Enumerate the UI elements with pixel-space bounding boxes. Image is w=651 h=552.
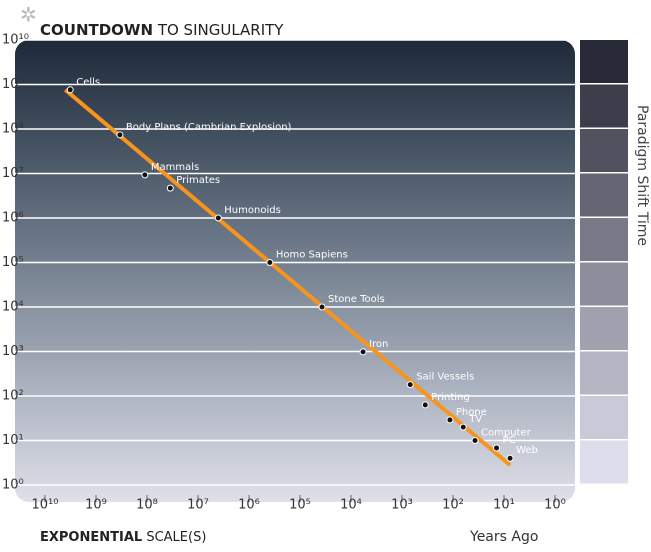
event-label: Humonoids xyxy=(224,205,281,216)
event-label: TV xyxy=(468,414,482,425)
side-block xyxy=(580,40,628,83)
event-point xyxy=(459,423,467,431)
side-block xyxy=(580,351,628,395)
event-point xyxy=(471,437,479,444)
title-rest: TO SINGULARITY xyxy=(157,21,284,39)
x-tick-label: 10² xyxy=(442,498,464,513)
event-label: Iron xyxy=(369,339,388,350)
side-block xyxy=(580,173,628,217)
event-label: Primates xyxy=(176,175,220,186)
event-label: Computer xyxy=(481,428,532,439)
event-point xyxy=(318,303,326,311)
x-axis-title: EXPONENTIAL SCALE(S) xyxy=(40,530,206,545)
trend-line xyxy=(64,88,512,467)
y-tick-label: 10⁶ xyxy=(2,211,24,226)
y-tick-label: 10¹⁰ xyxy=(2,33,29,48)
event-label: Body Plans (Cambrian Explosion) xyxy=(126,122,292,133)
event-point xyxy=(266,259,274,266)
side-block xyxy=(580,307,628,350)
y-tick-label: 10³ xyxy=(2,344,24,359)
x-tick-label: 10⁵ xyxy=(289,498,311,513)
event-point xyxy=(493,444,501,452)
chart-title: COUNTDOWN TO SINGULARITY xyxy=(40,21,284,39)
event-label: Stone Tools xyxy=(328,294,385,305)
y-tick-label: 10⁰ xyxy=(2,478,24,493)
x-tick-label: 10⁷ xyxy=(187,498,209,513)
event-point xyxy=(116,131,124,139)
event-label: Homo Sapiens xyxy=(276,250,348,261)
x-tick-label: 10¹ xyxy=(493,498,515,513)
y-tick-label: 10⁵ xyxy=(2,255,24,270)
side-block xyxy=(580,84,628,128)
x-tick-label: 10⁹ xyxy=(85,498,107,513)
side-block xyxy=(580,396,628,439)
y-tick-label: 10⁸ xyxy=(2,122,24,137)
xlabel-bold: EXPONENTIAL xyxy=(40,530,142,545)
event-point xyxy=(406,381,414,389)
x-tick-label: 10⁸ xyxy=(136,498,158,513)
event-point xyxy=(214,214,222,222)
logo: ✲ xyxy=(20,3,37,27)
event-point xyxy=(166,184,174,192)
event-label: Phone xyxy=(456,407,487,418)
x-tick-label: 10⁰ xyxy=(544,498,566,513)
event-label: PC xyxy=(503,435,516,446)
side-bar xyxy=(580,40,628,484)
event-label: Sail Vessels xyxy=(416,372,474,383)
event-point xyxy=(421,401,429,409)
x-tick-label: 10³ xyxy=(391,498,413,513)
event-label: Web xyxy=(516,445,538,456)
side-block xyxy=(580,440,628,484)
side-block xyxy=(580,129,628,172)
x-tick-label: 10⁶ xyxy=(238,498,260,513)
plot-background xyxy=(15,40,575,502)
event-point xyxy=(506,454,514,462)
title-bold: COUNTDOWN xyxy=(40,21,153,39)
y-tick-label: 10² xyxy=(2,389,24,404)
event-label: Printing xyxy=(431,392,469,403)
y-tick-label: 10⁴ xyxy=(2,300,24,315)
event-label: Mammals xyxy=(151,162,199,173)
event-label: Cells xyxy=(76,77,100,88)
x-tick-label: 10¹⁰ xyxy=(32,498,59,513)
y-tick-label: 10¹ xyxy=(2,433,24,448)
x-tick-label: 10⁴ xyxy=(340,498,362,513)
x-unit: Years Ago xyxy=(469,529,538,545)
xlabel-rest: SCALE(S) xyxy=(146,530,206,545)
event-point xyxy=(446,416,454,424)
event-point xyxy=(66,86,74,94)
side-block xyxy=(580,262,628,306)
event-point xyxy=(141,171,149,179)
y-tick-label: 10⁹ xyxy=(2,77,24,92)
event-point xyxy=(359,348,367,356)
y-tick-label: 10⁷ xyxy=(2,166,24,181)
side-block xyxy=(580,218,628,261)
side-label: Paradigm Shift Time xyxy=(634,105,650,246)
